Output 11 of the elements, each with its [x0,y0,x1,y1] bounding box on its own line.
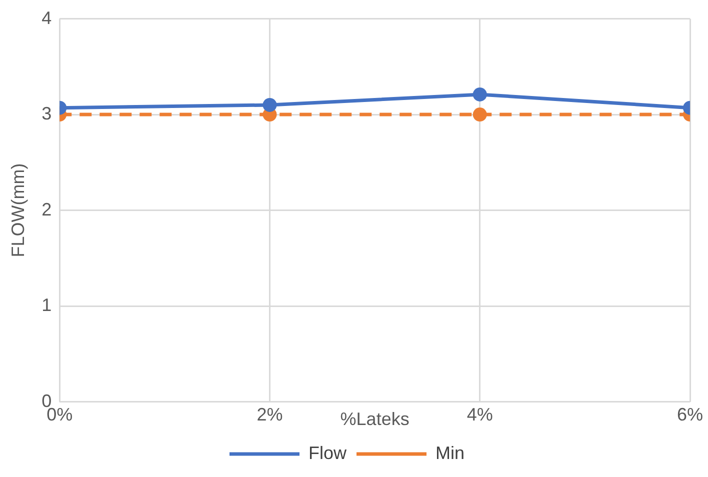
x-tick-label: 6% [676,404,704,425]
x-tick-label: 2% [256,404,283,425]
y-tick-label: 4 [42,8,52,28]
y-tick-label: 3 [42,104,52,124]
y-tick-label: 2 [42,199,52,220]
y-tick-label: 1 [42,295,52,316]
legend-label: Min [436,442,465,463]
x-axis-title: %Lateks [340,409,410,430]
x-tick-label: 4% [466,404,493,425]
legend-label: Flow [308,442,348,463]
y-axis-title: FLOW(mm) [8,163,28,258]
